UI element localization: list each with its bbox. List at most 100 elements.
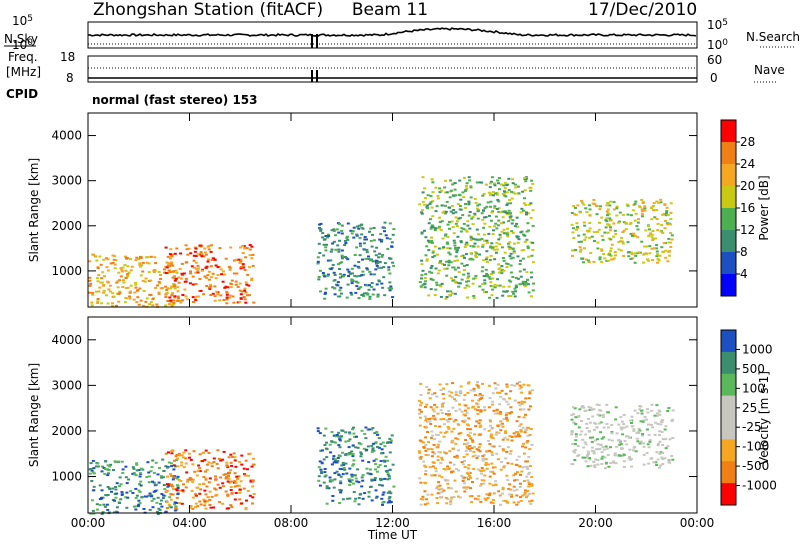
- data-cell: [467, 285, 471, 288]
- data-cell: [671, 437, 675, 439]
- data-cell: [465, 476, 468, 479]
- data-cell: [88, 291, 92, 294]
- data-cell: [148, 508, 152, 511]
- data-cell: [456, 203, 460, 206]
- data-cell: [459, 432, 463, 434]
- data-cell: [137, 303, 141, 306]
- data-cell: [120, 268, 124, 271]
- data-cell: [488, 225, 492, 228]
- data-cell: [573, 213, 577, 216]
- data-cell: [326, 273, 330, 276]
- data-cell: [514, 463, 518, 466]
- data-cell: [489, 284, 493, 287]
- data-cell: [464, 439, 468, 441]
- data-cell: [346, 497, 350, 500]
- data-cell: [627, 436, 631, 439]
- data-cell: [587, 452, 590, 455]
- data-cell: [91, 471, 95, 474]
- data-cell: [176, 300, 180, 302]
- data-cell: [527, 456, 531, 458]
- data-cell: [434, 467, 437, 470]
- data-cell: [347, 270, 351, 273]
- colorbar-swatch: [721, 461, 736, 484]
- data-cell: [500, 272, 504, 275]
- data-cell: [508, 483, 512, 486]
- data-cell: [147, 475, 151, 478]
- data-cell: [592, 428, 596, 431]
- data-cell: [639, 440, 643, 443]
- data-cell: [196, 271, 200, 274]
- data-cell: [572, 450, 576, 453]
- data-cell: [449, 500, 453, 503]
- data-cell: [172, 299, 176, 302]
- data-cell: [486, 497, 490, 499]
- data-cell: [100, 470, 104, 473]
- data-cell: [252, 463, 256, 466]
- data-cell: [476, 468, 480, 471]
- data-cell: [491, 277, 495, 280]
- data-cell: [221, 482, 225, 485]
- data-cell: [603, 231, 607, 234]
- data-cell: [180, 454, 184, 457]
- data-cell: [167, 451, 170, 454]
- data-cell: [643, 209, 647, 212]
- data-cell: [453, 244, 457, 247]
- data-cell: [615, 445, 619, 448]
- data-cell: [165, 483, 169, 486]
- data-cell: [496, 224, 500, 227]
- data-cell: [523, 197, 526, 200]
- data-cell: [227, 265, 231, 268]
- data-cell: [570, 418, 574, 421]
- data-cell: [490, 176, 494, 179]
- data-cell: [245, 468, 249, 471]
- data-cell: [487, 191, 491, 194]
- data-cell: [338, 438, 342, 441]
- data-cell: [172, 270, 176, 273]
- data-cell: [337, 231, 341, 234]
- data-cell: [391, 233, 395, 236]
- data-cell: [605, 210, 609, 213]
- data-cell: [170, 294, 174, 297]
- data-cell: [443, 186, 447, 189]
- data-cell: [485, 493, 489, 496]
- data-cell: [463, 482, 467, 485]
- data-cell: [485, 250, 489, 253]
- data-cell: [323, 468, 327, 470]
- data-cell: [104, 468, 107, 471]
- data-cell: [218, 501, 222, 504]
- data-cell: [530, 483, 533, 485]
- data-cell: [504, 392, 508, 395]
- data-cell: [483, 239, 487, 242]
- data-cell: [209, 283, 213, 286]
- data-cell: [588, 436, 592, 439]
- data-cell: [180, 461, 184, 464]
- data-cell: [388, 501, 392, 504]
- data-cell: [440, 282, 444, 285]
- data-cell: [493, 382, 497, 385]
- data-cell: [627, 255, 631, 258]
- data-cell: [465, 230, 469, 233]
- data-cell: [431, 461, 435, 464]
- data-cell: [457, 394, 461, 397]
- data-cell: [573, 206, 577, 209]
- data-cell: [513, 192, 517, 195]
- data-cell: [618, 220, 621, 223]
- data-cell: [523, 189, 527, 192]
- data-cell: [629, 222, 633, 224]
- data-cell: [199, 289, 203, 292]
- data-cell: [521, 494, 525, 497]
- data-cell: [431, 200, 435, 203]
- data-cell: [229, 286, 233, 289]
- data-cell: [531, 209, 535, 212]
- data-cell: [459, 208, 463, 211]
- data-cell: [607, 465, 611, 468]
- data-cell: [484, 464, 488, 466]
- data-cell: [421, 495, 425, 498]
- data-cell: [518, 387, 522, 390]
- data-cell: [222, 473, 226, 476]
- data-cell: [328, 476, 332, 479]
- data-cell: [453, 241, 457, 244]
- data-cell: [418, 451, 422, 454]
- data-cell: [431, 256, 435, 259]
- data-cell: [524, 460, 528, 463]
